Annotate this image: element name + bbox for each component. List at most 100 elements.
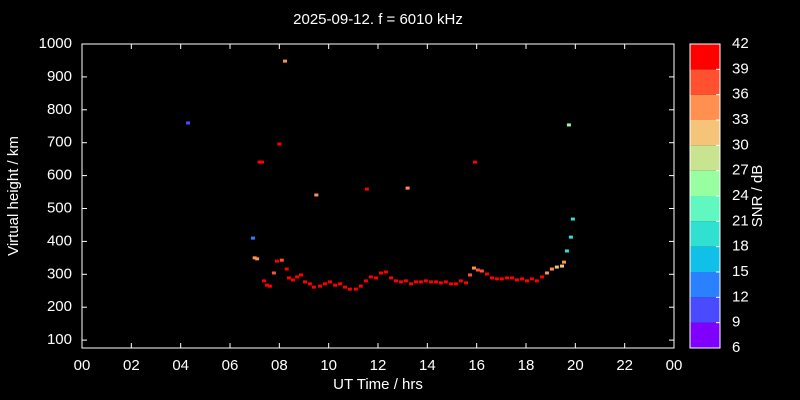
y-tick-label: 600 [47,167,72,184]
colorbar-tick-label: 15 [732,263,749,280]
colorbar-band [690,44,720,70]
data-point [274,259,279,263]
x-tick-label: 18 [518,357,535,374]
data-point [471,266,476,270]
data-point [267,284,272,288]
data-point [570,217,575,221]
data-point [468,273,473,277]
data-point [311,285,316,289]
colorbar-tick-label: 42 [732,35,749,52]
data-point [566,123,571,127]
y-tick-label: 800 [47,101,72,118]
data-point [403,279,408,283]
colorbar-label: SNR / dB [749,165,766,228]
data-point [338,282,343,286]
x-tick-label: 04 [172,357,189,374]
data-point [514,278,519,282]
data-point [279,258,284,262]
data-point [283,59,288,63]
data-point [509,276,514,280]
data-point [409,282,414,286]
data-point [347,287,352,291]
x-tick-label: 22 [616,357,633,374]
data-point [568,235,573,239]
x-tick-label: 00 [74,357,91,374]
data-point [290,278,295,282]
colorbar-band [690,272,720,298]
data-point [368,275,373,279]
data-point [475,268,480,272]
chart-title: 2025-09-12. f = 6010 kHz [293,11,463,28]
data-point [250,236,255,240]
x-tick-label: 08 [271,357,288,374]
data-point [405,186,410,190]
data-point [520,277,525,281]
y-tick-label: 700 [47,134,72,151]
data-point [333,283,338,287]
colorbar-tick-label: 24 [732,187,749,204]
data-point [564,249,569,253]
data-point [295,275,300,279]
colorbar-band [690,221,720,247]
colorbar-band [690,120,720,146]
data-point [472,160,477,164]
data-point [322,282,327,286]
x-tick-label: 14 [419,357,436,374]
colorbar-tick-label: 39 [732,60,749,77]
data-point [394,279,399,283]
y-axis-label: Virtual height / km [5,136,22,256]
data-point [540,275,545,279]
y-tick-label: 200 [47,298,72,315]
data-point [364,187,369,191]
y-tick-label: 500 [47,199,72,216]
x-tick-label: 10 [320,357,337,374]
data-point [398,280,403,284]
data-point [284,267,289,271]
x-tick-label: 00 [666,357,683,374]
data-point [383,270,388,274]
data-point [363,279,368,283]
data-point [458,279,463,283]
colorbar-tick-label: 27 [732,162,749,179]
data-point [389,276,394,280]
data-point [464,281,469,285]
data-point [423,279,428,283]
x-tick-label: 02 [123,357,140,374]
data-point [255,257,260,261]
x-tick-label: 06 [222,357,239,374]
y-tick-label: 900 [47,68,72,85]
data-point [307,282,312,286]
colorbar-band [690,145,720,171]
colorbar-tick-label: 21 [732,212,749,229]
data-point [438,281,443,285]
y-tick-label: 1000 [39,35,72,52]
data-point [299,273,304,277]
colorbar-tick-label: 12 [732,288,749,305]
data-point [499,277,504,281]
y-tick-label: 400 [47,232,72,249]
data-point [314,193,319,197]
data-point [449,282,454,286]
data-point [549,267,554,271]
data-point [327,280,332,284]
data-point [302,280,307,284]
data-point [479,269,484,273]
data-point [413,280,418,284]
data-point [318,284,323,288]
colorbar-tick-label: 36 [732,86,749,103]
data-point [262,279,267,283]
data-point [418,280,423,284]
data-point [286,276,291,280]
data-point [489,276,494,280]
colorbar-band [690,94,720,120]
data-point [374,276,379,280]
data-point [252,256,257,260]
data-point [505,276,510,280]
x-tick-label: 12 [370,357,387,374]
data-point [560,264,565,268]
data-point [534,279,539,283]
data-point [554,265,559,269]
data-point [277,142,282,146]
data-point [429,280,434,284]
